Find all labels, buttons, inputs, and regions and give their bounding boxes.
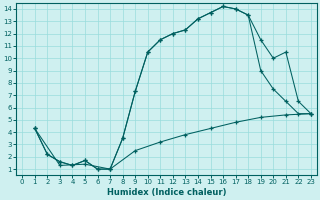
X-axis label: Humidex (Indice chaleur): Humidex (Indice chaleur) xyxy=(107,188,226,197)
